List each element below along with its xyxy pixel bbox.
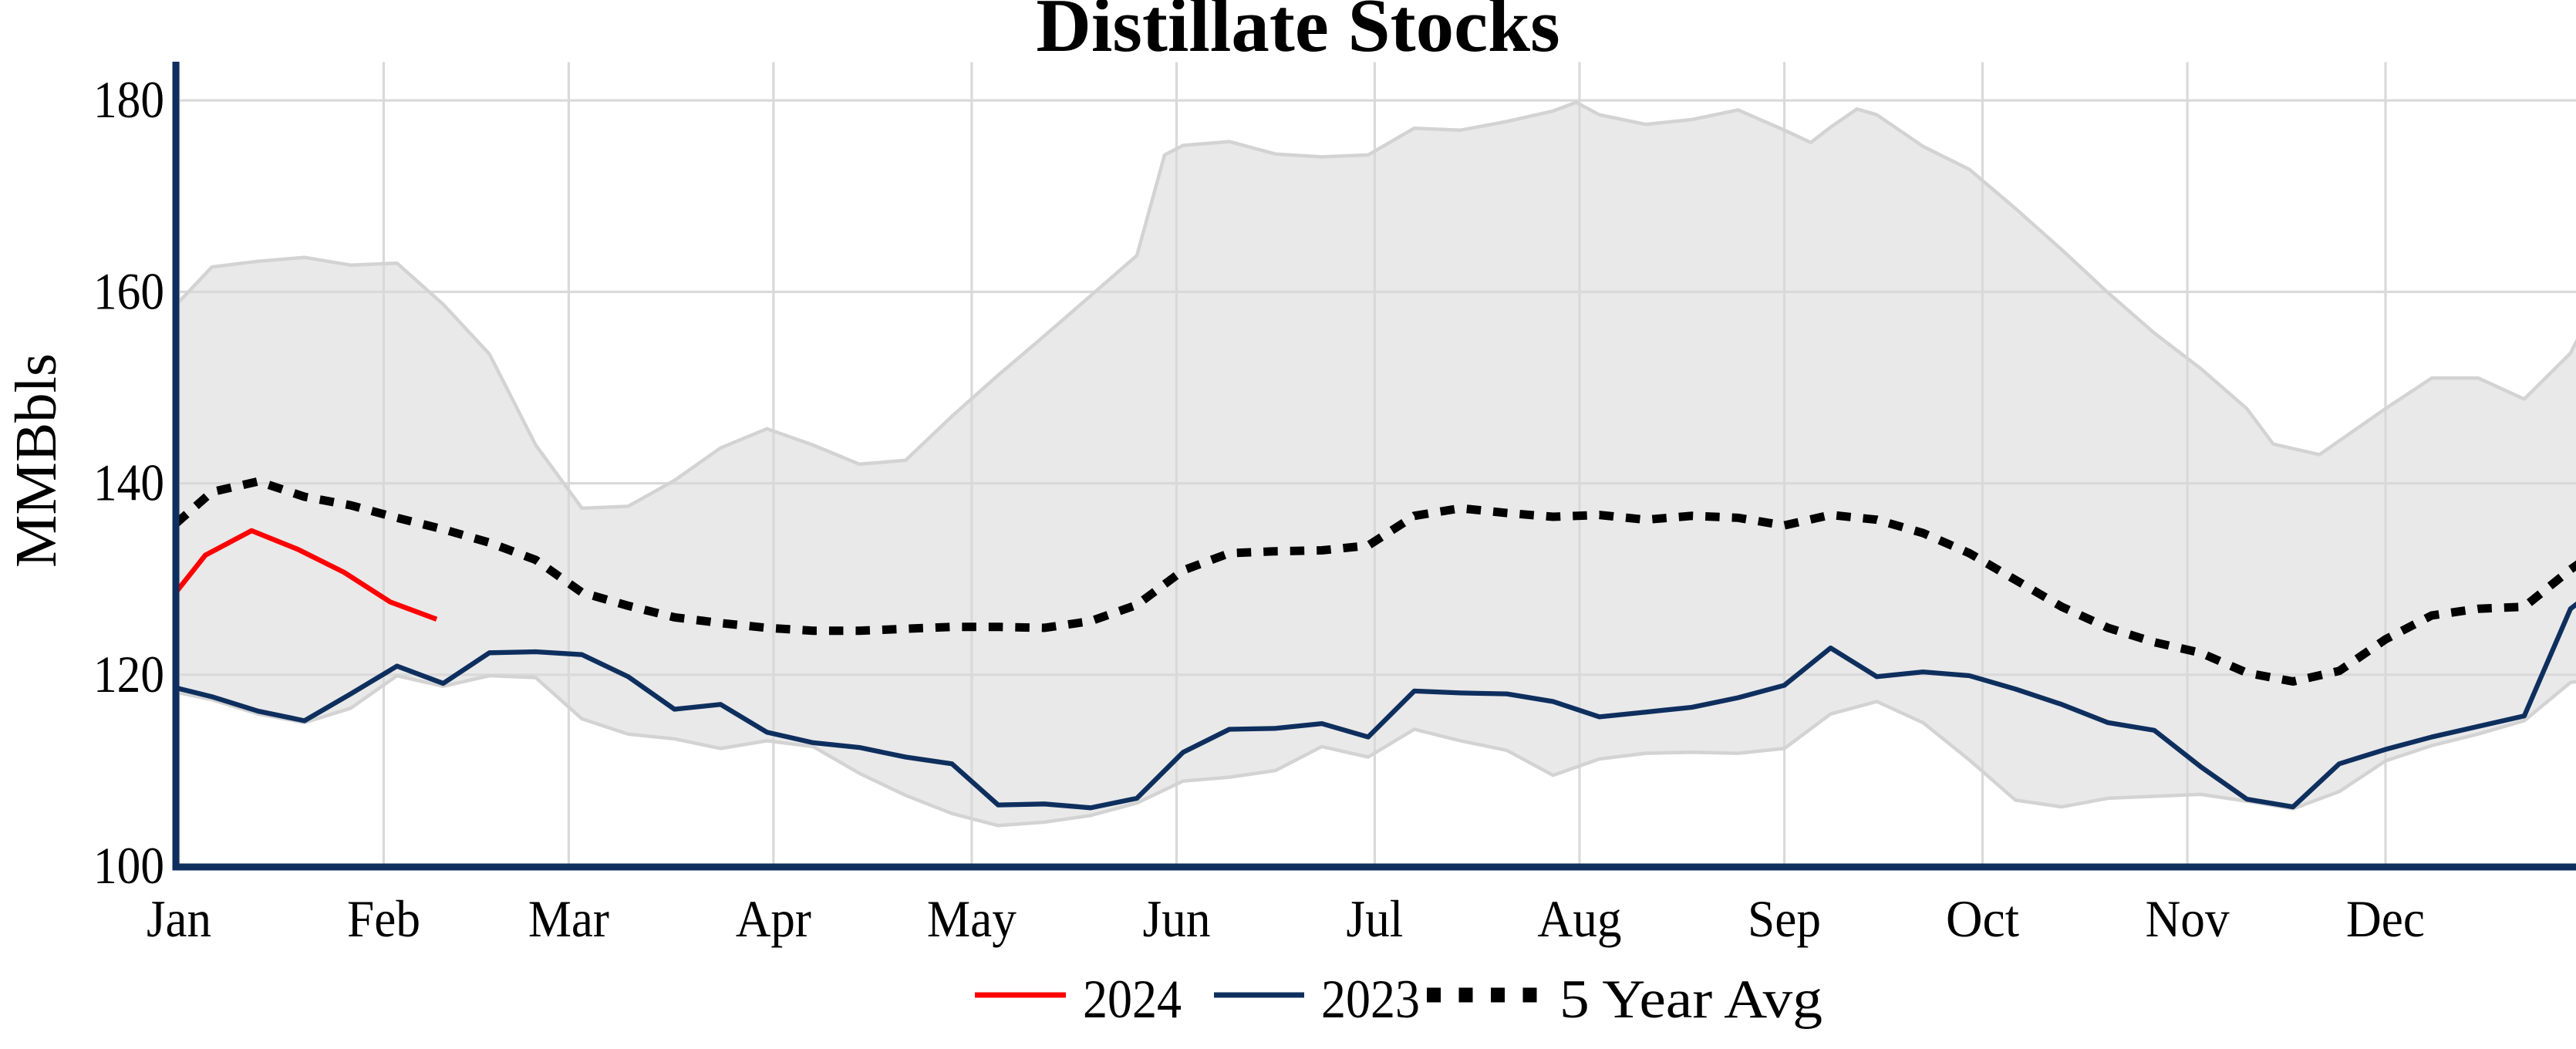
svg-text:180: 180 [93,70,164,129]
svg-text:Jun: Jun [1143,889,1211,948]
svg-text:5 Year Avg: 5 Year Avg [1559,970,1822,1030]
svg-text:Mar: Mar [528,889,609,948]
svg-text:Feb: Feb [347,889,420,948]
svg-text:Jan: Jan [147,889,211,948]
svg-text:Sep: Sep [1748,889,1821,948]
svg-text:2024: 2024 [1083,970,1182,1030]
svg-text:Oct: Oct [1946,889,2019,948]
svg-text:Dec: Dec [2346,889,2425,948]
svg-text:2023: 2023 [1321,970,1420,1030]
svg-text:140: 140 [93,454,164,512]
svg-text:Distillate Stocks: Distillate Stocks [1036,0,1559,68]
svg-text:Aug: Aug [1538,889,1622,948]
svg-text:160: 160 [93,261,164,320]
svg-text:Jul: Jul [1346,889,1403,948]
svg-text:100: 100 [93,836,164,895]
svg-text:MMBbls: MMBbls [4,353,69,568]
svg-text:May: May [927,889,1017,948]
svg-text:Nov: Nov [2146,889,2230,948]
svg-text:120: 120 [93,645,164,703]
svg-text:Apr: Apr [736,889,811,948]
